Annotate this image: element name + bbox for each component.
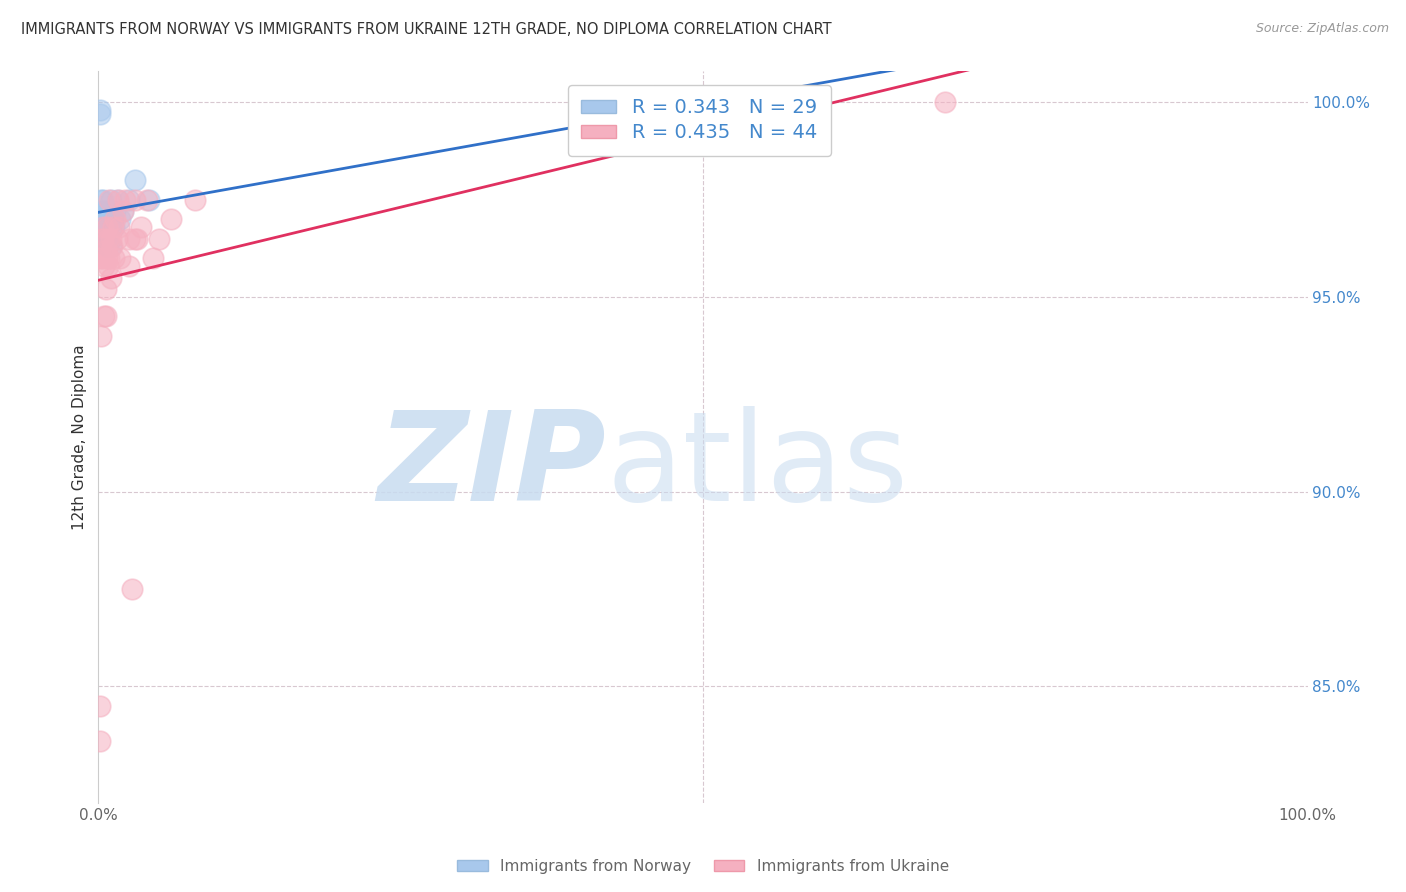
Point — [105, 232, 128, 246]
Point — [91, 232, 114, 246]
Point — [934, 95, 956, 110]
Point — [94, 212, 117, 227]
Point — [124, 232, 146, 246]
Point — [184, 193, 207, 207]
Point — [91, 219, 114, 234]
Point — [692, 95, 714, 110]
Point — [91, 232, 114, 246]
Point — [97, 219, 120, 234]
Point — [104, 204, 127, 219]
Point — [124, 193, 146, 207]
Point — [89, 698, 111, 713]
Point — [103, 251, 125, 265]
Point — [90, 329, 112, 343]
Point — [111, 204, 134, 219]
Point — [97, 259, 120, 273]
Text: Source: ZipAtlas.com: Source: ZipAtlas.com — [1256, 22, 1389, 36]
Point — [100, 239, 122, 253]
Point — [98, 235, 121, 250]
Point — [107, 193, 129, 207]
Y-axis label: 12th Grade, No Diploma: 12th Grade, No Diploma — [72, 344, 87, 530]
Point — [118, 232, 141, 246]
Point — [96, 232, 118, 246]
Point — [91, 219, 114, 234]
Legend: Immigrants from Norway, Immigrants from Ukraine: Immigrants from Norway, Immigrants from … — [451, 853, 955, 880]
Point — [111, 204, 134, 219]
Point — [91, 204, 114, 219]
Point — [129, 219, 152, 234]
Text: ZIP: ZIP — [378, 406, 606, 527]
Point — [138, 193, 160, 207]
Point — [96, 251, 118, 265]
Point — [98, 212, 121, 227]
Point — [98, 193, 121, 207]
Point — [160, 212, 183, 227]
Point — [93, 259, 115, 273]
Point — [101, 212, 124, 227]
Point — [91, 193, 114, 207]
Point — [101, 219, 124, 234]
Point — [148, 232, 170, 246]
Point — [93, 310, 115, 324]
Point — [100, 219, 122, 234]
Legend: R = 0.343   N = 29, R = 0.435   N = 44: R = 0.343 N = 29, R = 0.435 N = 44 — [568, 85, 831, 156]
Point — [135, 193, 157, 207]
Point — [127, 232, 149, 246]
Point — [124, 173, 146, 187]
Point — [100, 239, 122, 253]
Point — [89, 103, 111, 118]
Point — [118, 259, 141, 273]
Point — [100, 193, 122, 207]
Point — [96, 219, 118, 234]
Point — [98, 251, 121, 265]
Point — [97, 232, 120, 246]
Point — [114, 193, 136, 207]
Text: atlas: atlas — [606, 406, 908, 527]
Point — [96, 239, 118, 253]
Point — [93, 204, 115, 219]
Point — [90, 251, 112, 265]
Point — [91, 251, 114, 265]
Point — [108, 212, 131, 227]
Point — [100, 232, 122, 246]
Point — [94, 310, 117, 324]
Point — [94, 244, 117, 258]
Point — [100, 270, 122, 285]
Point — [121, 582, 143, 596]
Point — [94, 227, 117, 242]
Point — [108, 251, 131, 265]
Point — [97, 204, 120, 219]
Point — [93, 219, 115, 234]
Point — [89, 733, 111, 747]
Point — [90, 193, 112, 207]
Text: IMMIGRANTS FROM NORWAY VS IMMIGRANTS FROM UKRAINE 12TH GRADE, NO DIPLOMA CORRELA: IMMIGRANTS FROM NORWAY VS IMMIGRANTS FRO… — [21, 22, 832, 37]
Point — [94, 282, 117, 296]
Point — [89, 107, 111, 121]
Point — [118, 193, 141, 207]
Point — [104, 212, 127, 227]
Point — [142, 251, 165, 265]
Point — [107, 193, 129, 207]
Point — [103, 219, 125, 234]
Point — [108, 219, 131, 234]
